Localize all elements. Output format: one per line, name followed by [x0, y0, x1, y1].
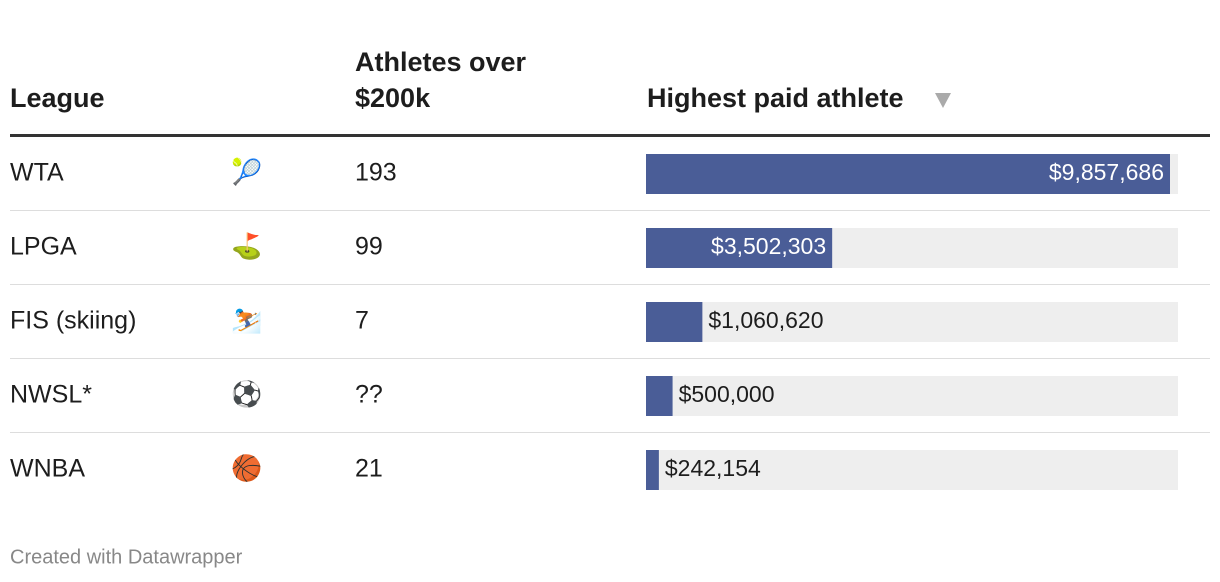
value-label: $3,502,303	[711, 233, 826, 259]
count: 7	[355, 307, 369, 335]
value-label: $500,000	[679, 381, 775, 407]
row-separator	[10, 358, 1210, 359]
count: ??	[355, 381, 383, 409]
league: WTA	[10, 159, 64, 187]
league: LPGA	[10, 233, 77, 261]
bar-track	[646, 450, 1178, 490]
value-label: $242,154	[665, 455, 761, 481]
icon: 🏀	[231, 452, 262, 485]
count: 193	[355, 159, 397, 187]
icon: 🎾	[231, 157, 262, 187]
icon: ⚽	[230, 380, 262, 409]
header-rule	[10, 134, 1210, 137]
footer: Created with Datawrapper	[10, 546, 243, 568]
row-separator	[10, 284, 1210, 285]
count: 21	[355, 455, 383, 483]
icon: ⛷️	[231, 307, 262, 335]
value-label: $1,060,620	[708, 307, 823, 333]
bar	[646, 302, 703, 342]
count: 99	[355, 233, 383, 261]
bar	[646, 154, 1170, 194]
header-league: League	[10, 83, 105, 113]
league: NWSL*	[10, 381, 92, 409]
bar	[646, 376, 673, 416]
icon: ⛳	[231, 232, 262, 262]
league: FIS (skiing)	[10, 307, 136, 335]
bar-track	[646, 376, 1178, 416]
league: WNBA	[10, 455, 85, 483]
value-label: $9,857,686	[1049, 159, 1164, 185]
header-count: Athletes over	[355, 47, 527, 77]
sort-indicator[interactable]	[935, 93, 951, 108]
bar-track	[646, 302, 1178, 342]
bar	[646, 450, 659, 490]
row-separator	[10, 210, 1210, 211]
header-pay: Highest paid athlete	[647, 83, 904, 113]
header-count: $200k	[355, 83, 431, 113]
row-separator	[10, 432, 1210, 433]
bar	[646, 228, 833, 268]
